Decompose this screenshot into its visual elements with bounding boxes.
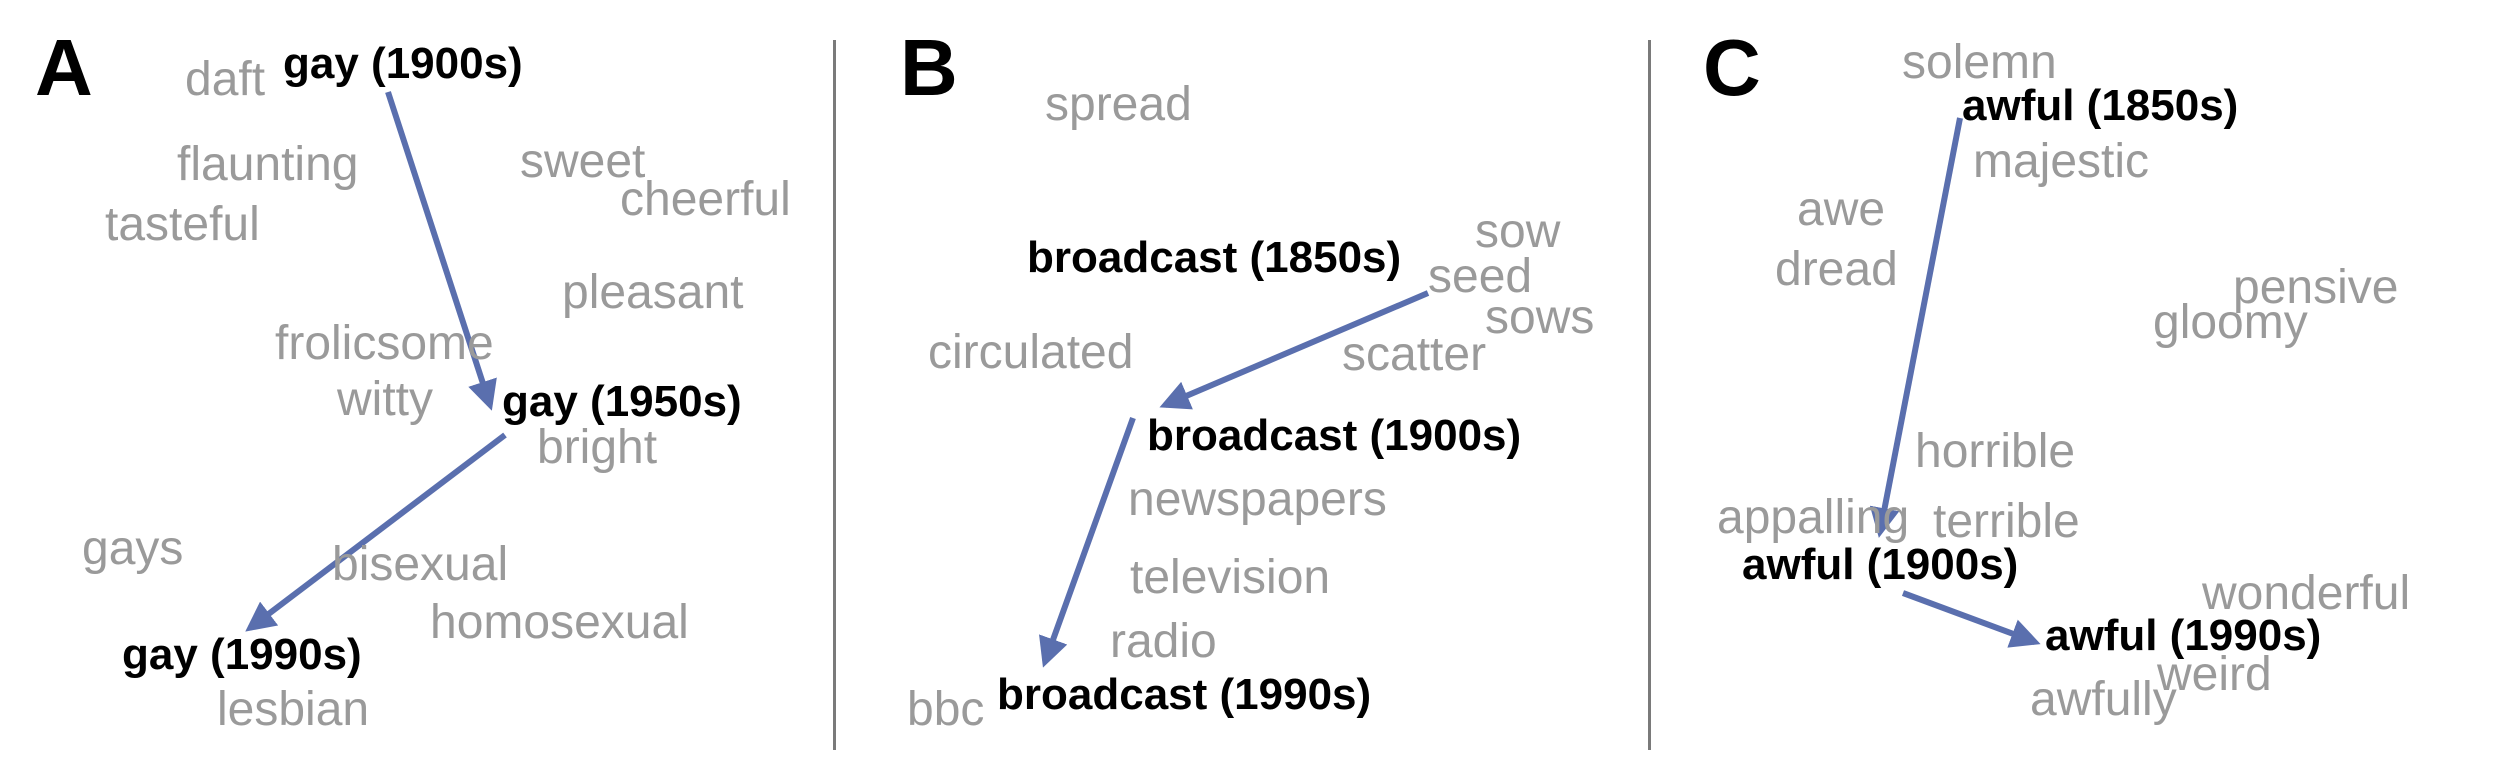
neighbor-sweet: sweet (520, 135, 646, 188)
neighbor-pensive: pensive (2233, 261, 2399, 314)
neighbor-bright: bright (537, 421, 658, 474)
arrow-awful-1900-1990 (1901, 590, 2041, 648)
target-broadcast-1900s: broadcast (1900s) (1147, 411, 1522, 460)
neighbor-pleasant: pleasant (562, 266, 744, 319)
divider-2 (1648, 40, 1651, 750)
neighbor-daft: daft (185, 53, 266, 106)
neighbor-frolicsome: frolicsome (275, 317, 494, 370)
target-awful-1990s: awful (1990s) (2045, 611, 2322, 660)
neighbor-terrible: terrible (1933, 495, 2080, 548)
neighbor-tasteful: tasteful (105, 198, 260, 251)
neighbor-lesbian: lesbian (217, 683, 370, 736)
neighbor-awe: awe (1797, 183, 1886, 236)
neighbor-gays: gays (82, 522, 184, 575)
neighbor-cheerful: cheerful (620, 173, 791, 226)
target-broadcast-1850s: broadcast (1850s) (1027, 233, 1402, 282)
neighbor-bisexual: bisexual (332, 538, 509, 591)
panel-label-a: A (35, 23, 93, 112)
arrow-broadcast-1900-1990 (1039, 416, 1136, 668)
arrow-awful-1850-1900 (1869, 117, 1963, 538)
neighbor-newspapers: newspapers (1128, 473, 1387, 526)
neighbor-sow: sow (1475, 205, 1561, 258)
neighbor-weird: weird (2157, 648, 2272, 701)
neighbor-homosexual: homosexual (430, 596, 689, 649)
neighbor-majestic: majestic (1973, 135, 2150, 188)
neighbor-scatter: scatter (1342, 328, 1487, 381)
panel-label-c: C (1703, 23, 1761, 112)
neighbor-circulated: circulated (928, 326, 1134, 379)
neighbor-witty: witty (337, 373, 433, 426)
target-gay-1950s: gay (1950s) (502, 377, 742, 426)
neighbor-gloomy: gloomy (2153, 296, 2308, 349)
neighbor-appalling: appalling (1717, 491, 1910, 544)
target-awful-1850s: awful (1850s) (1962, 81, 2239, 130)
neighbor-solemn: solemn (1902, 36, 2057, 89)
divider-1 (833, 40, 836, 750)
target-broadcast-1990s: broadcast (1990s) (997, 670, 1372, 719)
target-awful-1900s: awful (1900s) (1742, 540, 2019, 589)
neighbor-horrible: horrible (1915, 425, 2076, 478)
neighbor-seed: seed (1428, 250, 1533, 303)
neighbor-sows: sows (1485, 291, 1595, 344)
neighbor-wonderful: wonderful (2202, 567, 2411, 620)
neighbor-radio: radio (1110, 615, 1217, 668)
neighbor-television: television (1130, 551, 1331, 604)
neighbor-spread: spread (1045, 78, 1192, 131)
target-gay-1900s: gay (1900s) (283, 39, 523, 88)
arrow-gay-1950-1990 (245, 432, 507, 632)
neighbor-bbc: bbc (907, 683, 985, 736)
neighbor-dread: dread (1775, 243, 1898, 296)
neighbor-awfully: awfully (2030, 673, 2177, 726)
arrow-broadcast-1850-1900 (1159, 290, 1430, 410)
arrow-gay-1900-1950 (385, 91, 497, 411)
target-gay-1990s: gay (1990s) (122, 630, 362, 679)
panel-label-b: B (900, 23, 958, 112)
neighbor-flaunting: flaunting (177, 138, 359, 191)
